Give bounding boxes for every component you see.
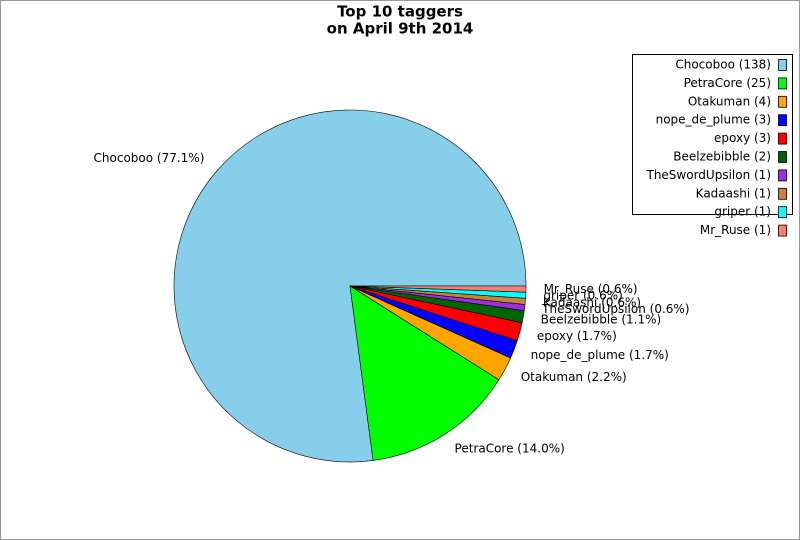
legend-label: nope_de_plume (3): [656, 113, 771, 127]
chart-title: Top 10 taggers: [337, 3, 463, 21]
legend-box: [632, 54, 793, 215]
slice-label: griper (0.6%): [543, 289, 622, 303]
legend-swatch: [778, 95, 787, 108]
slice-label: Mr_Ruse (0.6%): [544, 282, 638, 296]
slice-label: nope_de_plume (1.7%): [531, 348, 669, 362]
pie-slice: [173, 109, 527, 463]
slice-label: Chocoboo (77.1%): [94, 151, 205, 165]
legend-label: griper (1): [714, 205, 771, 219]
slice-label: Otakuman (2.2%): [521, 370, 627, 384]
legend-label: Chocoboo (138): [675, 58, 771, 72]
legend-label: TheSwordUpsilon (1): [645, 168, 771, 182]
legend-label: Kadaashi (1): [696, 186, 771, 200]
legend-swatch: [778, 132, 787, 145]
slice-label: epoxy (1.7%): [537, 329, 617, 343]
legend-swatch: [778, 114, 787, 127]
slice-label: Beelzebibble (1.1%): [541, 312, 662, 326]
legend-swatch: [778, 187, 787, 200]
legend-label: Beelzebibble (2): [673, 150, 771, 164]
pie-slice: [349, 285, 500, 461]
legend-swatch: [778, 169, 787, 182]
slice-label: TheSwordUpsilon (0.6%): [541, 302, 689, 316]
legend-label: Otakuman (4): [688, 94, 771, 108]
legend-label: epoxy (3): [714, 131, 771, 145]
chart-subtitle: on April 9th 2014: [327, 20, 474, 38]
slice-label: Kadaashi (0.6%): [543, 295, 641, 309]
pie-slice: [349, 285, 527, 293]
legend-label: Mr_Ruse (1): [700, 223, 771, 237]
legend-swatch: [778, 206, 787, 219]
legend-swatch: [778, 151, 787, 163]
legend-swatch: [778, 224, 787, 237]
slice-label: PetraCore (14.0%): [455, 441, 565, 455]
legend-label: PetraCore (25): [684, 76, 771, 90]
legend-swatch: [778, 59, 787, 71]
legend-swatch: [778, 77, 787, 90]
